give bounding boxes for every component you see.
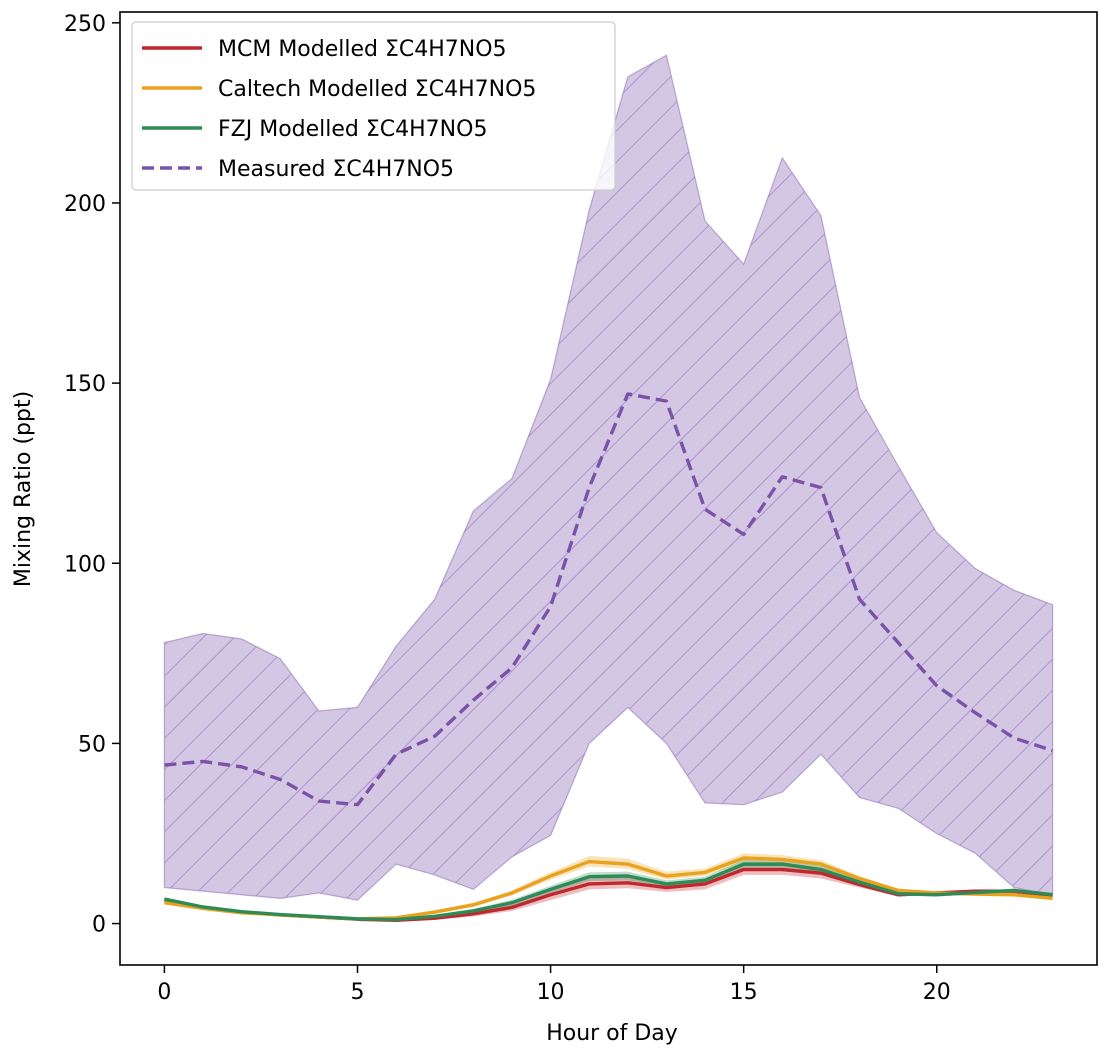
- legend-label-mcm-modelled-c4h7no5: MCM Modelled ΣC4H7NO5: [218, 37, 507, 62]
- x-tick-label: 20: [923, 980, 951, 1005]
- y-tick-label: 50: [78, 732, 106, 757]
- plot-frame: [119, 11, 1098, 966]
- caltech-modelled-c4h7no5-band: [164, 853, 1053, 920]
- legend-label-fzj-modelled-c4h7no5: FZJ Modelled ΣC4H7NO5: [218, 117, 487, 142]
- measured-c4h7no5-line: [164, 392, 1054, 807]
- y-tick-label: 0: [92, 913, 106, 938]
- fzj-modelled-c4h7no5-line: [164, 862, 1053, 922]
- x-tick-label: 0: [157, 980, 171, 1005]
- x-axis-label: Hour of Day: [546, 1021, 678, 1046]
- y-tick-label: 200: [64, 192, 106, 217]
- legend-box: [131, 21, 616, 191]
- measured-c4h7no5-band-hatch: [164, 55, 1053, 901]
- legend-label-measured-c4h7no5: Measured ΣC4H7NO5: [218, 157, 454, 182]
- x-tick-label: 5: [350, 980, 364, 1005]
- y-tick-label: 150: [64, 372, 106, 397]
- legend-label-caltech-modelled-c4h7no5: Caltech Modelled ΣC4H7NO5: [218, 77, 536, 102]
- x-axis: 0 5 10 15 20: [157, 965, 951, 1005]
- legend: MCM Modelled ΣC4H7NO5 Caltech Modelled ΣC…: [131, 21, 616, 191]
- x-tick-label: 15: [730, 980, 758, 1005]
- y-axis: 0 50 100 150 200 250: [64, 12, 120, 938]
- y-axis-label: Mixing Ratio (ppt): [11, 391, 36, 587]
- y-tick-label: 100: [64, 552, 106, 577]
- mcm-modelled-c4h7no5-band: [164, 864, 1053, 922]
- y-tick-label: 250: [64, 12, 106, 37]
- series-lines: [164, 392, 1054, 923]
- x-tick-label: 10: [537, 980, 565, 1005]
